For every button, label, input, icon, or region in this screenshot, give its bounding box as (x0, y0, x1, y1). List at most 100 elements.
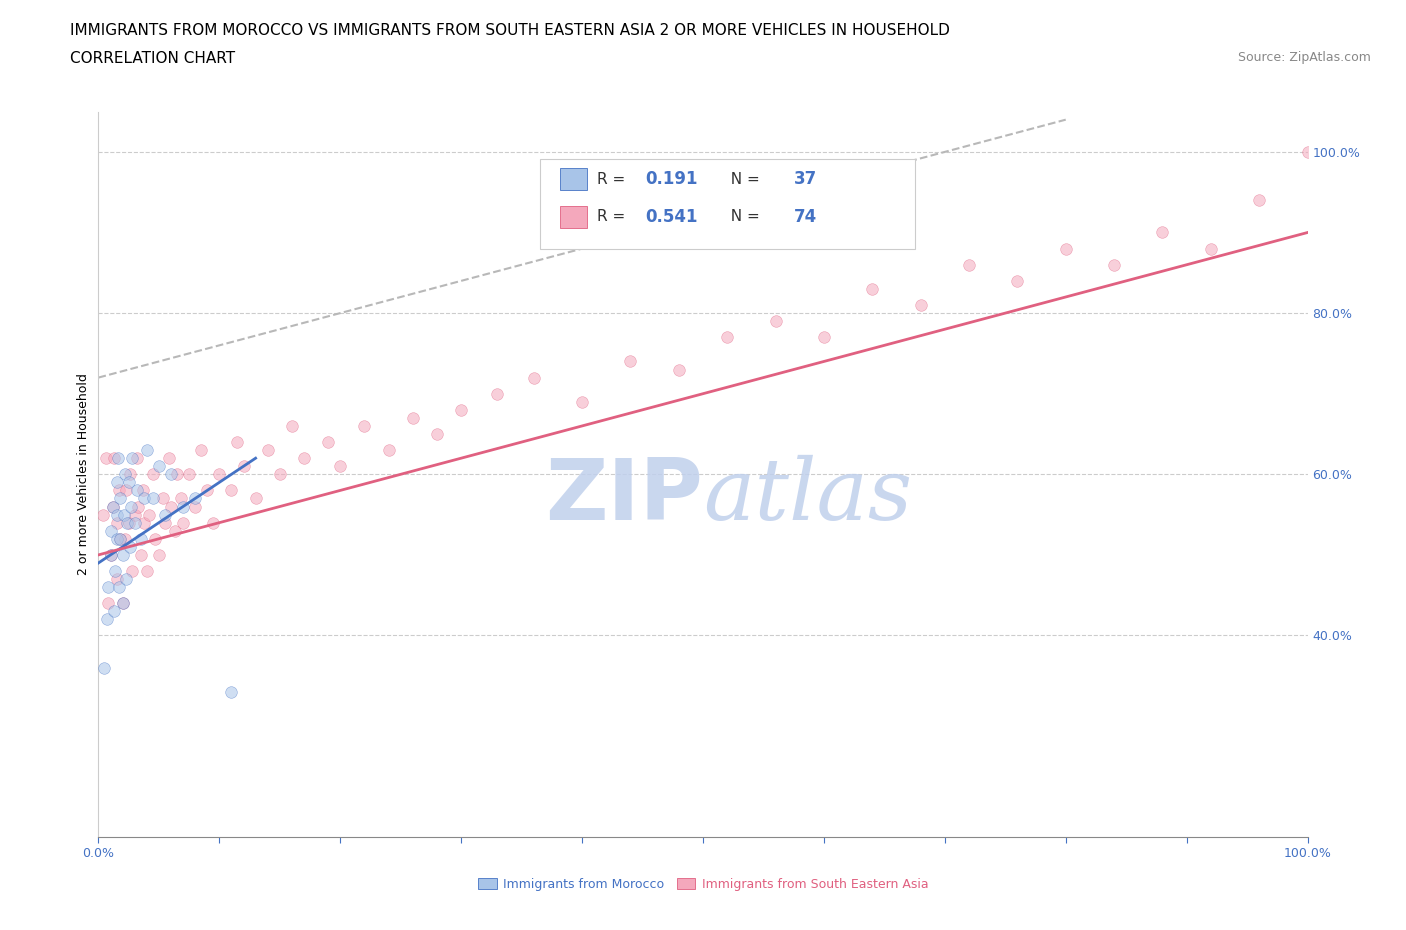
Point (269, 467, 291, 482)
Text: R =: R = (596, 209, 630, 224)
Point (135, 564, 157, 578)
Point (108, 579, 131, 594)
Point (316, 434, 339, 449)
Point (100, 524, 122, 538)
Point (910, 298, 932, 312)
Point (169, 491, 191, 506)
Point (118, 475, 141, 490)
Point (172, 499, 194, 514)
Text: IMMIGRANTS FROM MOROCCO VS IMMIGRANTS FROM SOUTH EASTERN ASIA 2 OR MORE VEHICLES: IMMIGRANTS FROM MOROCCO VS IMMIGRANTS FR… (70, 23, 950, 38)
Point (117, 515, 139, 530)
Point (190, 443, 212, 458)
Point (100, 548, 122, 563)
Point (813, 330, 835, 345)
Point (108, 491, 131, 506)
Text: N =: N = (721, 171, 765, 187)
Text: 0.191: 0.191 (645, 170, 697, 188)
Point (101, 499, 124, 514)
Point (91, 507, 114, 522)
Point (134, 515, 156, 530)
Point (114, 531, 136, 546)
Point (202, 515, 225, 530)
Text: 74: 74 (793, 207, 817, 226)
Point (256, 443, 278, 458)
Point (571, 394, 593, 409)
Point (142, 491, 165, 506)
Point (160, 467, 183, 482)
Point (127, 499, 149, 514)
Text: ZIP: ZIP (546, 455, 703, 538)
FancyBboxPatch shape (540, 159, 915, 249)
Point (120, 499, 142, 514)
Point (94, 451, 117, 466)
Point (96, 612, 118, 627)
Point (97, 596, 120, 611)
Point (716, 330, 738, 345)
Text: atlas: atlas (703, 455, 912, 538)
Point (195, 483, 218, 498)
Point (148, 458, 170, 473)
Text: 37: 37 (793, 170, 817, 188)
Text: Source: ZipAtlas.com: Source: ZipAtlas.com (1237, 51, 1371, 64)
Point (292, 451, 315, 466)
Point (138, 507, 160, 522)
Point (523, 370, 546, 385)
Point (179, 467, 201, 482)
Point (353, 418, 375, 433)
Point (163, 524, 186, 538)
Point (108, 483, 131, 498)
Point (1249, 193, 1271, 207)
Point (1102, 258, 1125, 272)
Point (108, 531, 131, 546)
Point (127, 483, 149, 498)
Point (100, 548, 122, 563)
Point (107, 451, 129, 466)
Point (105, 515, 128, 530)
Point (221, 684, 243, 699)
Point (101, 499, 124, 514)
Point (377, 443, 399, 458)
Point (118, 539, 141, 554)
Point (108, 531, 131, 546)
Point (104, 564, 127, 578)
Point (957, 258, 980, 272)
Point (132, 483, 155, 498)
Point (152, 491, 174, 506)
Point (1199, 241, 1222, 256)
Legend: Immigrants from Morocco, Immigrants from South Eastern Asia: Immigrants from Morocco, Immigrants from… (472, 873, 934, 896)
Point (111, 596, 134, 611)
Point (153, 515, 176, 530)
Point (245, 491, 267, 506)
Point (208, 467, 231, 482)
Point (103, 604, 125, 618)
Point (184, 491, 207, 506)
Point (160, 499, 183, 514)
Point (1054, 241, 1077, 256)
Point (129, 531, 152, 546)
Point (121, 451, 143, 466)
Point (115, 483, 138, 498)
Point (105, 507, 128, 522)
Point (153, 507, 176, 522)
Point (105, 475, 128, 490)
Point (172, 515, 194, 530)
Point (135, 443, 157, 458)
Point (115, 572, 138, 587)
Point (127, 451, 149, 466)
Point (124, 515, 146, 530)
Point (402, 410, 425, 425)
Point (93, 660, 115, 675)
Point (142, 467, 165, 482)
Point (166, 467, 188, 482)
Point (450, 403, 472, 418)
FancyBboxPatch shape (561, 206, 586, 228)
Point (184, 499, 207, 514)
Point (1296, 144, 1319, 159)
Point (619, 354, 641, 369)
Point (103, 451, 125, 466)
Point (148, 548, 170, 563)
Point (281, 418, 304, 433)
Text: N =: N = (721, 209, 765, 224)
Point (232, 458, 254, 473)
Point (118, 467, 141, 482)
